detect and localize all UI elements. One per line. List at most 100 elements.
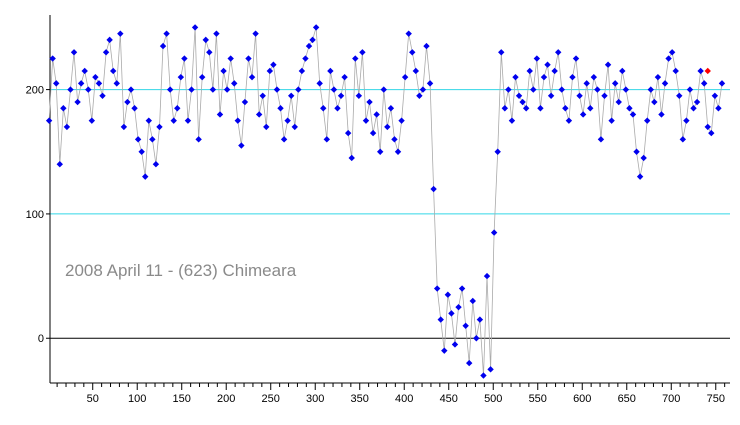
connecting-line (48, 27, 723, 376)
data-point (181, 55, 188, 62)
data-point (679, 136, 687, 143)
data-point (49, 55, 56, 62)
data-point (640, 154, 647, 162)
data-point (159, 42, 167, 50)
data-point (644, 117, 651, 124)
data-point (362, 117, 370, 124)
data-point (718, 80, 726, 87)
data-point (569, 73, 576, 81)
data-point (334, 105, 341, 112)
data-point (686, 86, 694, 93)
data-point (480, 372, 487, 379)
data-point (298, 67, 306, 75)
data-point (352, 55, 359, 62)
data-point (113, 80, 120, 87)
data-point (305, 42, 313, 50)
x-tick-label: 150 (173, 393, 191, 405)
data-point (622, 86, 630, 93)
data-point (85, 86, 92, 93)
data-point (295, 86, 302, 93)
data-point (266, 67, 274, 75)
data-point (88, 117, 96, 124)
data-point (587, 105, 594, 112)
data-point (665, 55, 672, 62)
data-point (53, 80, 60, 87)
data-point (270, 61, 277, 68)
data-point (565, 117, 573, 124)
data-point (145, 117, 152, 124)
data-point (487, 366, 494, 373)
data-point (469, 297, 476, 305)
data-point (405, 30, 412, 37)
data-point (572, 55, 580, 62)
data-point (241, 98, 249, 106)
data-point (426, 80, 434, 87)
data-point (437, 316, 444, 323)
data-point (134, 136, 142, 143)
data-point (344, 129, 352, 137)
data-point (320, 105, 327, 112)
data-point (615, 98, 622, 106)
data-point (259, 92, 266, 100)
data-point (223, 86, 231, 93)
data-point (697, 67, 704, 75)
data-point (288, 92, 295, 100)
data-point (341, 73, 348, 81)
data-point (676, 92, 683, 100)
data-point (377, 148, 384, 155)
data-point (626, 105, 633, 112)
data-point (473, 335, 480, 342)
data-point (316, 80, 323, 87)
data-point (45, 117, 53, 124)
data-point (369, 129, 377, 137)
data-point (441, 347, 448, 354)
data-point (483, 272, 491, 280)
data-point (99, 92, 106, 100)
data-point (444, 291, 452, 298)
data-point (384, 123, 391, 131)
data-point (540, 73, 548, 81)
data-point (309, 36, 316, 44)
data-point (302, 55, 309, 62)
data-point (92, 73, 99, 81)
data-point (163, 30, 170, 37)
data-point (619, 67, 626, 75)
data-point (198, 73, 206, 81)
data-point (166, 86, 174, 93)
x-tick-label: 350 (351, 393, 369, 405)
x-tick-label: 250 (262, 393, 280, 405)
data-point (551, 67, 558, 75)
data-point (209, 86, 217, 93)
data-point (234, 117, 242, 124)
data-point (711, 92, 719, 100)
data-point (337, 92, 345, 100)
data-point (683, 117, 690, 124)
data-point (661, 80, 669, 87)
x-tick-label: 700 (662, 393, 680, 405)
x-tick-label: 50 (87, 393, 99, 405)
data-point (608, 117, 615, 124)
data-point (248, 73, 256, 81)
data-point (530, 86, 537, 93)
data-point (284, 117, 291, 124)
data-point (604, 61, 612, 68)
data-point (227, 55, 234, 62)
data-point (102, 49, 110, 56)
y-tick-label: 100 (26, 209, 44, 221)
data-point (394, 148, 402, 155)
data-point (708, 129, 715, 137)
data-point (633, 148, 640, 155)
data-point (252, 30, 259, 37)
data-point (505, 86, 512, 93)
data-point (398, 117, 405, 124)
data-point (576, 92, 583, 100)
data-point (647, 86, 654, 93)
data-point (590, 73, 598, 81)
data-point (515, 92, 523, 100)
data-point (238, 142, 245, 149)
data-point (672, 67, 679, 75)
data-point (433, 285, 441, 292)
data-point (416, 92, 423, 100)
data-point (124, 98, 131, 106)
